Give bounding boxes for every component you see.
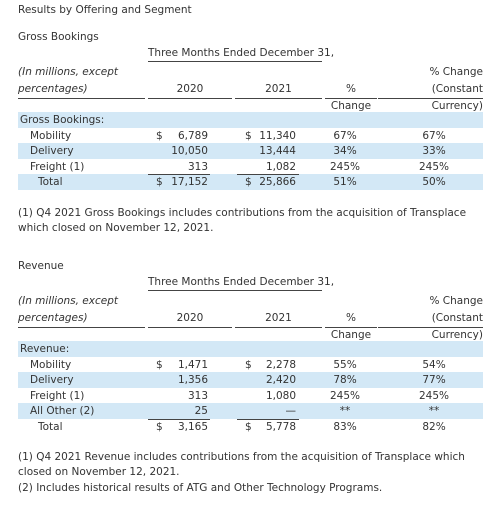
row-label: Total	[38, 420, 63, 433]
rule	[237, 418, 299, 420]
page-title: Results by Offering and Segment	[18, 4, 192, 16]
table-cell: 1,471	[177, 358, 208, 371]
table-cell: 1,082	[265, 160, 296, 173]
table-cell: 77%	[422, 374, 446, 386]
rule	[237, 174, 299, 175]
table-cell: 83%	[333, 420, 357, 433]
footnote: (1) Q4 2021 Gross Bookings includes cont…	[18, 206, 467, 234]
rule	[148, 290, 322, 291]
group-label: Revenue:	[20, 343, 70, 355]
rule	[235, 98, 322, 99]
rule	[378, 327, 483, 328]
row-label: Mobility	[30, 129, 72, 142]
table-cell: 55%	[333, 358, 357, 371]
table-cell: $	[245, 420, 252, 433]
table-cell: 313	[187, 389, 208, 402]
table-cell: 3,165	[177, 420, 208, 433]
rule	[235, 327, 322, 328]
table-cell: 245%	[329, 160, 361, 173]
table-cell: $	[245, 358, 252, 371]
table-cell: 245%	[418, 389, 450, 402]
period-header: Three Months Ended December 31,	[148, 276, 335, 288]
table-cell: **	[428, 405, 440, 417]
column-header: 2021	[265, 312, 292, 324]
table-cell: 1,356	[177, 374, 208, 386]
table-cell: 67%	[333, 129, 357, 142]
rule	[18, 98, 145, 99]
period-header: Three Months Ended December 31,	[148, 47, 335, 59]
table-cell: 6,789	[177, 129, 208, 142]
table-cell: —	[285, 405, 297, 417]
table-cell: 25,866	[259, 176, 296, 188]
table-cell: $	[156, 176, 163, 188]
rule	[378, 98, 483, 99]
row-shade	[18, 341, 483, 357]
table-cell: 10,050	[171, 145, 208, 157]
table-cell: 17,152	[171, 176, 208, 188]
rule	[325, 98, 377, 99]
table-cell: 5,778	[265, 420, 296, 433]
column-header: % Change	[330, 312, 372, 341]
column-header: 2020	[176, 83, 204, 95]
row-shade	[18, 143, 483, 159]
table-cell: $	[156, 129, 163, 142]
table-cell: 2,420	[265, 374, 296, 386]
row-label: Freight (1)	[30, 160, 85, 173]
column-header: % Change	[330, 83, 372, 112]
table-cell: $	[245, 129, 252, 142]
section-heading: Revenue	[18, 260, 64, 272]
table-cell: $	[245, 176, 252, 188]
row-shade	[18, 174, 483, 190]
table-cell: 82%	[422, 420, 446, 433]
group-label: Gross Bookings:	[20, 114, 105, 126]
column-header: % Change (Constant Currency)	[429, 295, 483, 341]
footnote: (1) Q4 2021 Revenue includes contributio…	[18, 451, 465, 478]
row-shade	[18, 403, 483, 419]
table-cell: 313	[187, 160, 208, 173]
row-label: Mobility	[30, 358, 72, 371]
row-shade	[18, 112, 483, 128]
table-cell: 25	[194, 405, 208, 417]
table-cell: 51%	[333, 176, 357, 188]
rule	[148, 98, 232, 99]
rule	[148, 61, 322, 62]
row-shade	[18, 372, 483, 388]
footnote: (2) Includes historical results of ATG a…	[18, 482, 383, 494]
row-label: Delivery	[30, 374, 74, 386]
table-cell: 11,340	[259, 129, 296, 142]
rule	[148, 418, 210, 420]
column-header: % Change (Constant Currency)	[429, 66, 483, 112]
section-heading: Gross Bookings	[18, 31, 99, 43]
table-cell: $	[156, 420, 163, 433]
table-cell: 54%	[422, 358, 446, 371]
table-cell: 67%	[422, 129, 446, 142]
rule	[18, 327, 145, 328]
rule	[148, 174, 210, 175]
table-cell: 34%	[333, 145, 357, 157]
table-cell: 78%	[333, 374, 357, 386]
table-cell: 245%	[329, 389, 361, 402]
rule	[148, 327, 232, 328]
row-label: Total	[38, 176, 63, 188]
table-cell: 1,080	[265, 389, 296, 402]
column-header: (In millions, except percentages)	[18, 295, 118, 324]
column-header: 2021	[265, 83, 292, 95]
rule	[325, 327, 377, 328]
column-header: (In millions, except percentages)	[18, 66, 118, 95]
row-label: All Other (2)	[30, 405, 95, 417]
row-label: Freight (1)	[30, 389, 85, 402]
column-header: 2020	[176, 312, 204, 324]
table-cell: $	[156, 358, 163, 371]
table-cell: 245%	[418, 160, 450, 173]
table-cell: 50%	[422, 176, 446, 188]
table-cell: **	[339, 405, 351, 417]
row-label: Delivery	[30, 145, 74, 157]
table-cell: 13,444	[259, 145, 296, 157]
table-cell: 2,278	[265, 358, 296, 371]
table-cell: 33%	[422, 145, 446, 157]
